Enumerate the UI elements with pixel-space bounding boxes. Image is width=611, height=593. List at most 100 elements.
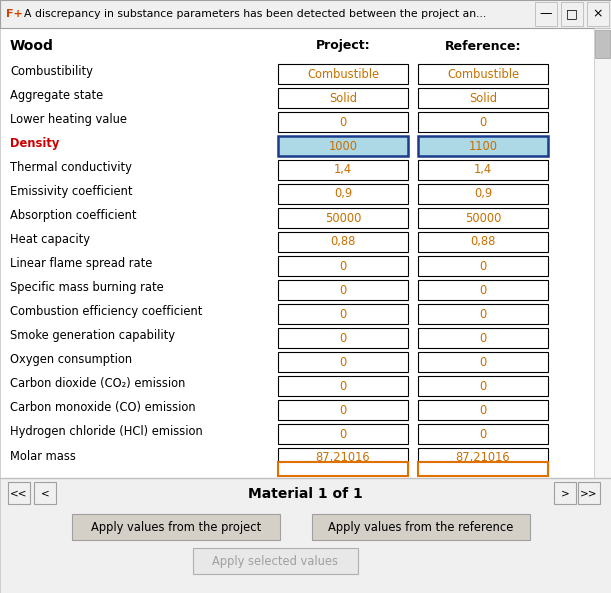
Text: Solid: Solid — [329, 91, 357, 104]
Text: Apply values from the project: Apply values from the project — [91, 521, 261, 534]
Text: 0: 0 — [339, 283, 346, 296]
Text: >: > — [561, 489, 569, 499]
Text: Combustible: Combustible — [447, 68, 519, 81]
Bar — [587, 2, 609, 26]
Bar — [535, 2, 557, 26]
Bar — [278, 304, 408, 324]
Bar — [594, 28, 611, 478]
Text: 0: 0 — [480, 260, 486, 273]
Text: 0: 0 — [339, 308, 346, 320]
Text: Density: Density — [10, 138, 59, 151]
Bar — [418, 160, 548, 180]
Text: Oxygen consumption: Oxygen consumption — [10, 353, 132, 366]
Text: 0: 0 — [339, 116, 346, 129]
Text: <<: << — [10, 489, 27, 499]
Bar — [418, 88, 548, 108]
Text: Project:: Project: — [316, 40, 370, 53]
Text: Specific mass burning rate: Specific mass burning rate — [10, 282, 164, 295]
Text: 1,4: 1,4 — [334, 164, 352, 177]
Text: Combustion efficiency coefficient: Combustion efficiency coefficient — [10, 305, 202, 318]
Text: 87,21016: 87,21016 — [316, 451, 370, 464]
Bar — [278, 232, 408, 252]
Bar — [418, 448, 548, 468]
Text: 0,9: 0,9 — [474, 187, 492, 200]
Bar — [278, 376, 408, 396]
Bar — [418, 424, 548, 444]
Text: Combustibility: Combustibility — [10, 65, 93, 78]
Text: Linear flame spread rate: Linear flame spread rate — [10, 257, 152, 270]
Bar — [8, 482, 30, 504]
Text: 1,4: 1,4 — [474, 164, 492, 177]
Text: 1100: 1100 — [469, 139, 497, 152]
Text: A discrepancy in substance parameters has been detected between the project an..: A discrepancy in substance parameters ha… — [24, 9, 486, 19]
Text: Combustible: Combustible — [307, 68, 379, 81]
Bar — [418, 136, 548, 156]
Bar — [418, 400, 548, 420]
Bar — [0, 28, 611, 478]
Bar — [312, 514, 530, 540]
Text: 0,88: 0,88 — [470, 235, 496, 248]
Bar — [418, 352, 548, 372]
Bar — [278, 208, 408, 228]
Bar — [418, 328, 548, 348]
Bar — [278, 448, 408, 468]
Text: 0: 0 — [480, 403, 486, 416]
Text: 0: 0 — [339, 380, 346, 393]
Bar — [418, 208, 548, 228]
Bar — [278, 184, 408, 204]
Text: Thermal conductivity: Thermal conductivity — [10, 161, 132, 174]
Bar — [418, 184, 548, 204]
Bar — [278, 160, 408, 180]
Bar — [278, 352, 408, 372]
Text: 0: 0 — [480, 428, 486, 441]
Text: Wood: Wood — [10, 39, 54, 53]
Text: Hydrogen chloride (HCl) emission: Hydrogen chloride (HCl) emission — [10, 426, 203, 438]
Bar — [278, 328, 408, 348]
Text: 0: 0 — [339, 355, 346, 368]
Bar — [418, 64, 548, 84]
Bar — [418, 304, 548, 324]
Text: 50000: 50000 — [465, 212, 501, 225]
Text: —: — — [540, 8, 552, 21]
Bar — [278, 88, 408, 108]
Bar — [595, 30, 610, 58]
Text: 50000: 50000 — [325, 212, 361, 225]
Bar — [578, 482, 600, 504]
Text: □: □ — [566, 8, 578, 21]
Text: 0: 0 — [480, 380, 486, 393]
Bar — [278, 400, 408, 420]
Text: Material 1 of 1: Material 1 of 1 — [247, 487, 362, 501]
Bar — [193, 548, 358, 574]
Bar — [278, 64, 408, 84]
Text: <: < — [40, 489, 49, 499]
Text: Emissivity coefficient: Emissivity coefficient — [10, 186, 133, 199]
Bar — [418, 280, 548, 300]
Bar — [418, 256, 548, 276]
Bar — [554, 482, 576, 504]
Text: >>: >> — [580, 489, 598, 499]
Text: 0: 0 — [480, 283, 486, 296]
Bar — [72, 514, 280, 540]
Bar — [561, 2, 583, 26]
Text: Reference:: Reference: — [445, 40, 521, 53]
Text: 1000: 1000 — [329, 139, 357, 152]
Text: Molar mass: Molar mass — [10, 449, 76, 463]
Bar — [278, 280, 408, 300]
Text: 87,21016: 87,21016 — [456, 451, 510, 464]
Bar — [278, 136, 408, 156]
Bar — [34, 482, 56, 504]
Text: Heat capacity: Heat capacity — [10, 234, 90, 247]
Bar — [278, 112, 408, 132]
Text: Carbon monoxide (CO) emission: Carbon monoxide (CO) emission — [10, 401, 196, 415]
Text: Apply values from the reference: Apply values from the reference — [328, 521, 514, 534]
Text: 0: 0 — [339, 428, 346, 441]
Text: 0: 0 — [339, 331, 346, 345]
Text: Lower heating value: Lower heating value — [10, 113, 127, 126]
Text: Solid: Solid — [469, 91, 497, 104]
Bar — [418, 376, 548, 396]
Text: F+: F+ — [6, 9, 23, 19]
Text: Apply selected values: Apply selected values — [213, 554, 338, 568]
Bar — [418, 112, 548, 132]
Text: Smoke generation capability: Smoke generation capability — [10, 330, 175, 343]
Text: 0: 0 — [480, 355, 486, 368]
